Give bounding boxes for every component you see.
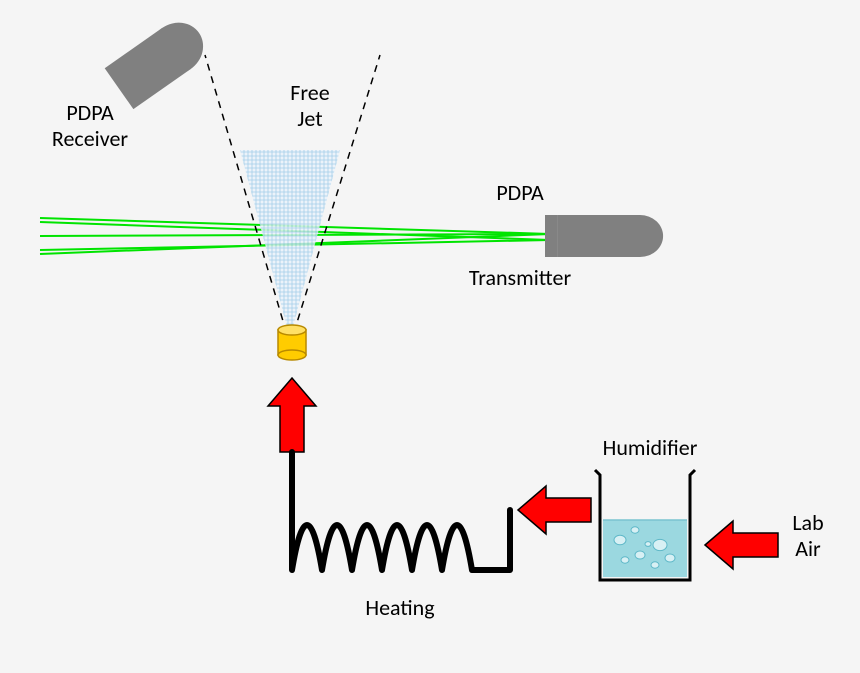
- arrow-left-from-labair: [705, 521, 778, 569]
- svg-text:PDPA: PDPA: [496, 179, 544, 206]
- pdpa-receiver-shape: [105, 12, 214, 109]
- svg-text:Receiver: Receiver: [52, 125, 128, 152]
- pdpa-transmitter-shape: [545, 215, 663, 257]
- free-jet-label: FreeJet: [290, 79, 329, 132]
- humidifier-label: Humidifier: [603, 434, 698, 461]
- nozzle: [278, 325, 306, 360]
- svg-text:Air: Air: [795, 535, 821, 562]
- arrow-left-from-humidifier: [518, 486, 591, 534]
- arrow-up: [268, 378, 316, 452]
- heating-label: Heating: [365, 594, 434, 621]
- svg-text:Humidifier: Humidifier: [603, 434, 698, 461]
- heating-coil: [292, 452, 510, 570]
- pdpa-transmitter-label2: Transmitter: [469, 264, 572, 291]
- svg-text:Transmitter: Transmitter: [469, 264, 572, 291]
- lab-air-label: LabAir: [792, 509, 823, 562]
- humidifier-beaker: [595, 470, 695, 580]
- svg-text:Jet: Jet: [297, 105, 322, 132]
- svg-text:Lab: Lab: [792, 509, 823, 536]
- svg-text:PDPA: PDPA: [66, 99, 114, 126]
- svg-text:Free: Free: [290, 79, 329, 106]
- svg-text:Heating: Heating: [365, 594, 434, 621]
- pdpa-transmitter-label: PDPA: [496, 179, 544, 206]
- pdpa-receiver-label: PDPAReceiver: [52, 99, 128, 152]
